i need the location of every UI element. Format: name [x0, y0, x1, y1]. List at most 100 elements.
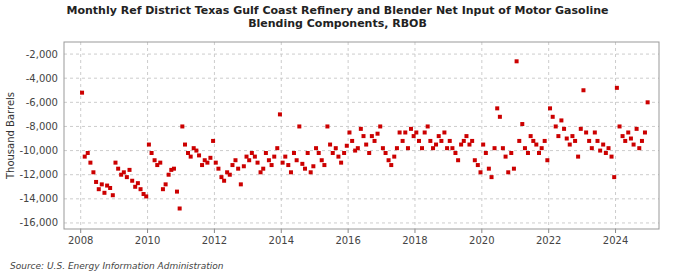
grid [64, 42, 659, 229]
point [392, 155, 396, 159]
point [459, 143, 463, 147]
point [309, 170, 313, 174]
point [216, 167, 220, 171]
points [80, 59, 650, 210]
point [387, 158, 391, 162]
point [581, 88, 585, 92]
point [233, 158, 237, 162]
point [376, 132, 380, 136]
x-tick-label: 2018 [402, 235, 427, 246]
x-grid-line [481, 42, 482, 229]
point [551, 115, 555, 119]
point [130, 179, 134, 183]
y-tick-label: -4,000 [26, 73, 58, 84]
point [381, 146, 385, 150]
point [540, 146, 544, 150]
point [175, 190, 179, 194]
point [164, 182, 168, 186]
y-tick-label: -16,000 [19, 217, 58, 228]
point [133, 185, 137, 189]
point [83, 155, 87, 159]
point [102, 191, 106, 195]
point [194, 149, 198, 153]
point [158, 161, 162, 165]
point [86, 151, 90, 155]
x-tick-label: 2012 [202, 235, 227, 246]
point [297, 124, 301, 128]
x-grid-line [281, 42, 282, 229]
point [610, 155, 614, 159]
point [439, 139, 443, 143]
point [637, 146, 641, 150]
point [370, 134, 374, 138]
x-tick-label: 2016 [335, 235, 360, 246]
point [523, 146, 527, 150]
x-tick [348, 229, 349, 233]
point [342, 151, 346, 155]
point [401, 139, 405, 143]
point [136, 181, 140, 185]
point [178, 206, 182, 210]
point [621, 134, 625, 138]
x-tick [214, 229, 215, 233]
point [311, 164, 315, 168]
point [467, 143, 471, 147]
point [245, 155, 249, 159]
point [618, 124, 622, 128]
point [283, 155, 287, 159]
point [570, 134, 574, 138]
point [417, 139, 421, 143]
point [565, 137, 569, 141]
point [356, 146, 360, 150]
point [632, 143, 636, 147]
point [512, 167, 516, 171]
x-grid-line [214, 42, 215, 229]
point [111, 193, 115, 197]
point [150, 151, 154, 155]
y-tick-label: -12,000 [19, 169, 58, 180]
point [88, 161, 92, 165]
page: {"chart_data": { "type": "scatter", "tit… [0, 0, 675, 275]
point [526, 151, 530, 155]
x-tick [548, 229, 549, 233]
point [236, 167, 240, 171]
point [389, 163, 393, 167]
point [267, 158, 271, 162]
point [108, 186, 112, 190]
point [537, 151, 541, 155]
point [517, 139, 521, 143]
point [147, 143, 151, 147]
x-tick [147, 229, 148, 233]
y-tick-label: -8,000 [26, 121, 58, 132]
y-tick-label: -10,000 [19, 145, 58, 156]
point [144, 194, 148, 198]
point [548, 106, 552, 110]
title: Monthly Ref District Texas Gulf Coast Re… [67, 4, 609, 30]
x-tick-label: 2014 [269, 235, 294, 246]
point [445, 146, 449, 150]
x-grid-line [548, 42, 549, 229]
point [334, 146, 338, 150]
point [545, 158, 549, 162]
point [501, 146, 505, 150]
title-line: Monthly Ref District Texas Gulf Coast Re… [67, 4, 609, 17]
point [573, 139, 577, 143]
point [300, 162, 304, 166]
point [568, 143, 572, 147]
point [167, 173, 171, 177]
point [270, 163, 274, 167]
point [222, 179, 226, 183]
point [275, 146, 279, 150]
point [208, 156, 212, 160]
point [367, 151, 371, 155]
point [373, 139, 377, 143]
point [364, 143, 368, 147]
point [593, 130, 597, 134]
point [242, 164, 246, 168]
point [493, 146, 497, 150]
point [113, 161, 117, 165]
point [214, 161, 218, 165]
point [598, 149, 602, 153]
point [595, 139, 599, 143]
point [250, 151, 254, 155]
